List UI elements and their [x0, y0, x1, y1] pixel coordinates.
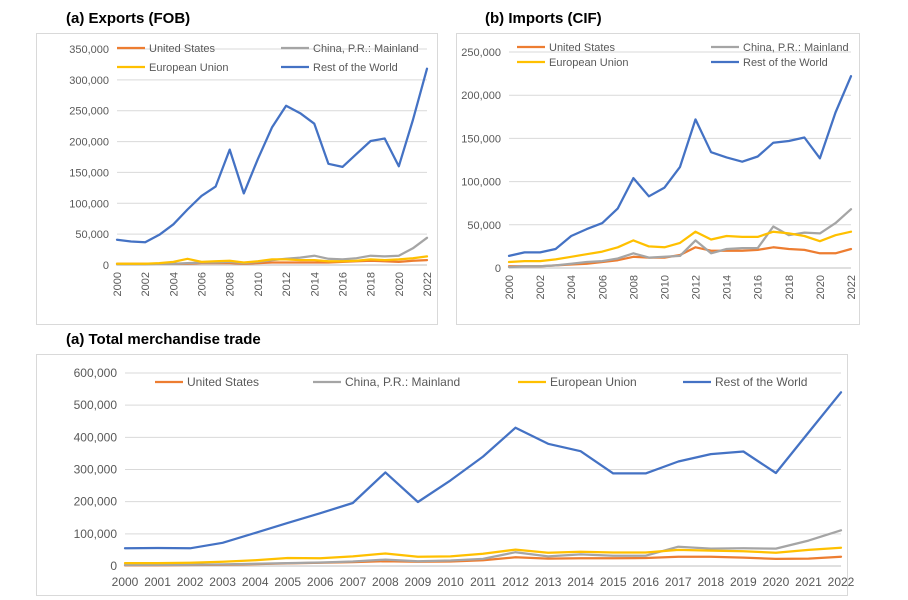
exports-x-tick-label: 2008: [225, 272, 237, 296]
imports-x-tick-label: 2020: [815, 275, 827, 299]
total-x-tick-label: 2008: [372, 575, 399, 589]
imports-y-tick-label: 150,000: [461, 133, 501, 145]
total-x-tick-label: 2009: [405, 575, 432, 589]
total-x-tick-label: 2021: [795, 575, 822, 589]
total-y-tick-label: 200,000: [74, 495, 118, 509]
imports-x-tick-label: 2004: [566, 275, 578, 299]
imports-x-tick-label: 2022: [846, 275, 858, 299]
imports-x-tick-label: 2016: [753, 275, 765, 299]
exports-x-tick-label: 2002: [140, 272, 152, 296]
exports-x-tick-label: 2014: [309, 272, 321, 296]
imports-x-tick-label: 2008: [628, 275, 640, 299]
exports-legend-label-china-p-r-mainland: China, P.R.: Mainland: [313, 43, 419, 55]
exports-legend-label-rest-of-the-world: Rest of the World: [313, 62, 398, 74]
total-series-line-european-union: [123, 546, 843, 565]
total-series-line-rest-of-the-world: [123, 391, 843, 550]
total-y-tick-label: 600,000: [74, 366, 118, 380]
total-y-tick-label: 100,000: [74, 527, 118, 541]
total-chart-title: (a) Total merchandise trade: [66, 331, 261, 348]
exports-y-tick-label: 350,000: [69, 44, 109, 56]
imports-x-tick-label: 2002: [535, 275, 547, 299]
exports-x-tick-label: 2000: [112, 272, 124, 296]
exports-y-tick-label: 0: [103, 260, 109, 272]
exports-y-tick-label: 100,000: [69, 198, 109, 210]
total-x-tick-label: 2022: [828, 575, 855, 589]
imports-chart-area: [456, 33, 860, 325]
imports-legend-label-china-p-r-mainland: China, P.R.: Mainland: [743, 42, 849, 54]
exports-series-line-rest-of-the-world: [115, 67, 429, 244]
exports-y-tick-label: 150,000: [69, 167, 109, 179]
total-y-tick-label: 500,000: [74, 398, 118, 412]
total-legend-label-rest-of-the-world: Rest of the World: [715, 375, 807, 389]
exports-x-tick-label: 2010: [253, 272, 265, 296]
total-legend-label-european-union: European Union: [550, 375, 637, 389]
imports-y-tick-label: 200,000: [461, 90, 501, 102]
total-x-tick-label: 2013: [535, 575, 562, 589]
imports-series-line-rest-of-the-world: [507, 75, 853, 258]
imports-y-tick-label: 0: [495, 263, 501, 275]
exports-x-tick-label: 2004: [168, 272, 180, 296]
total-x-tick-label: 2014: [567, 575, 594, 589]
total-x-tick-label: 2017: [665, 575, 692, 589]
exports-y-tick-label: 50,000: [75, 229, 109, 241]
total-x-tick-label: 2010: [437, 575, 464, 589]
total-x-tick-label: 2011: [470, 575, 496, 589]
exports-y-tick-label: 250,000: [69, 106, 109, 118]
exports-series-line-european-union: [115, 255, 429, 265]
exports-chart-area: [36, 33, 438, 325]
imports-legend-label-rest-of-the-world: Rest of the World: [743, 57, 828, 69]
total-x-tick-label: 2012: [502, 575, 529, 589]
total-x-tick-label: 2018: [697, 575, 724, 589]
imports-legend-label-united-states: United States: [549, 42, 616, 54]
imports-series-line-european-union: [507, 230, 853, 264]
imports-y-tick-label: 250,000: [461, 47, 501, 59]
imports-x-tick-label: 2014: [722, 275, 734, 299]
total-series-line-china-p-r-mainland: [123, 529, 843, 567]
imports-x-tick-label: 2006: [597, 275, 609, 299]
total-x-tick-label: 2002: [177, 575, 204, 589]
total-x-tick-label: 2016: [632, 575, 659, 589]
imports-chart-title: (b) Imports (CIF): [485, 10, 602, 27]
total-y-tick-label: 0: [110, 559, 117, 573]
exports-y-tick-label: 300,000: [69, 75, 109, 87]
total-x-tick-label: 2006: [307, 575, 334, 589]
exports-x-tick-label: 2012: [281, 272, 293, 296]
total-x-tick-label: 2007: [339, 575, 366, 589]
total-x-tick-label: 2000: [112, 575, 139, 589]
total-y-tick-label: 400,000: [74, 430, 118, 444]
exports-y-tick-label: 200,000: [69, 137, 109, 149]
imports-x-tick-label: 2000: [504, 275, 516, 299]
imports-legend-label-european-union: European Union: [549, 57, 629, 69]
total-legend-label-china-p-r-mainland: China, P.R.: Mainland: [345, 375, 460, 389]
imports-y-tick-label: 50,000: [467, 220, 501, 232]
exports-x-tick-label: 2006: [197, 272, 209, 296]
imports-x-tick-label: 2012: [691, 275, 703, 299]
total-x-tick-label: 2004: [242, 575, 269, 589]
exports-chart-title: (a) Exports (FOB): [66, 10, 191, 27]
total-x-tick-label: 2015: [600, 575, 627, 589]
imports-x-tick-label: 2018: [784, 275, 796, 299]
exports-legend-label-united-states: United States: [149, 43, 216, 55]
total-x-tick-label: 2019: [730, 575, 757, 589]
exports-x-tick-label: 2016: [337, 272, 349, 296]
imports-x-tick-label: 2010: [659, 275, 671, 299]
imports-y-tick-label: 100,000: [461, 177, 501, 189]
exports-legend-label-european-union: European Union: [149, 62, 229, 74]
total-x-tick-label: 2003: [209, 575, 236, 589]
exports-x-tick-label: 2022: [422, 272, 434, 296]
total-x-tick-label: 2001: [144, 575, 171, 589]
exports-x-tick-label: 2020: [394, 272, 406, 296]
total-x-tick-label: 2005: [274, 575, 301, 589]
exports-x-tick-label: 2018: [366, 272, 378, 296]
total-y-tick-label: 300,000: [74, 463, 118, 477]
total-legend-label-united-states: United States: [187, 375, 259, 389]
total-x-tick-label: 2020: [763, 575, 790, 589]
